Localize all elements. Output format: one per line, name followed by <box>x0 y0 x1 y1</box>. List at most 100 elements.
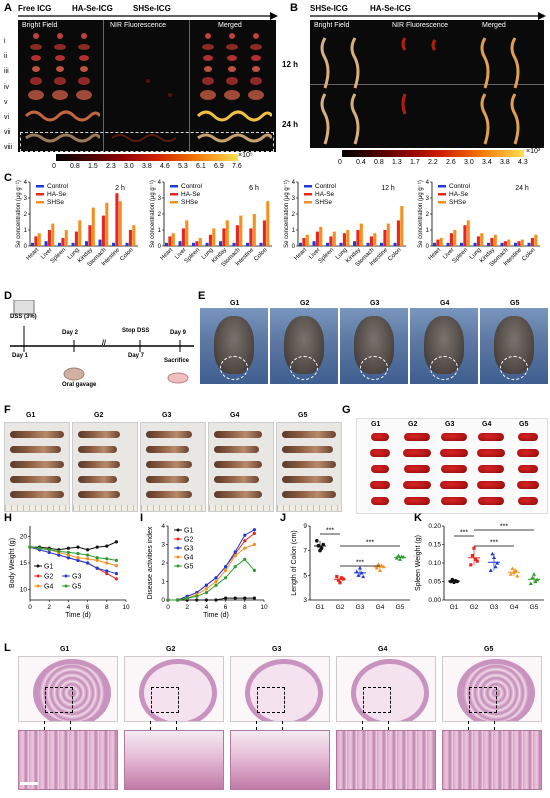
mouse-photo <box>200 308 268 384</box>
mouse-photo <box>340 308 408 384</box>
bar <box>466 220 470 246</box>
spleen-sample <box>371 465 389 473</box>
bar <box>232 242 236 246</box>
data-point <box>492 555 496 560</box>
lesion-highlight <box>290 356 318 380</box>
legend-label: HA-Se <box>47 191 67 198</box>
bar <box>125 242 129 246</box>
bar <box>235 225 239 246</box>
significance-label: *** <box>366 540 374 547</box>
bar <box>520 239 524 246</box>
ruler <box>141 505 205 511</box>
legend-label: G4 <box>44 584 53 591</box>
bar <box>78 220 82 246</box>
bar <box>530 238 534 246</box>
series-line <box>168 597 255 601</box>
x-tick-label: 2 <box>185 604 189 611</box>
zoom-box <box>45 687 73 713</box>
y-tick-label: 0 <box>161 597 165 604</box>
bar <box>222 228 226 246</box>
data-point <box>398 557 402 561</box>
data-point <box>315 539 319 543</box>
zoom-connector <box>362 721 364 730</box>
x-tick-label: Spleen <box>318 247 335 264</box>
colorbar-b-unit: ×10³ <box>526 148 541 155</box>
legend-label: SHSe <box>47 199 64 206</box>
bar <box>205 242 209 246</box>
bar <box>71 242 75 246</box>
data-point <box>316 543 321 548</box>
x-tick-label: G1 <box>316 604 325 611</box>
panel-label-b: B <box>290 2 298 14</box>
x-tick-label: Spleen <box>184 247 201 264</box>
bar <box>47 230 51 246</box>
x-tick-label: 10 <box>260 604 268 611</box>
colorbar-tick: 2.3 <box>106 163 116 170</box>
panel-e-mice: G1 G2 G3 G4 G5 <box>184 300 548 384</box>
spleen-sample <box>371 497 389 505</box>
colon-sample <box>214 461 262 468</box>
x-tick-label: Colon <box>253 247 268 262</box>
legend-swatch <box>304 193 312 196</box>
bar <box>64 230 68 246</box>
data-point <box>401 554 406 559</box>
sacrifice-label: Sacrifice <box>164 358 190 364</box>
bar <box>433 242 437 246</box>
colon-sample <box>214 491 262 498</box>
colorbar-tick: 7.6 <box>232 163 242 170</box>
group-label: G2 <box>94 412 104 419</box>
bar-chart-1: 0 1 2 3 4Se concentration (μg g⁻¹) 6 h Control… <box>150 180 272 268</box>
x-tick-label: Colon <box>387 247 402 262</box>
y-tick-label: 0.10 <box>428 560 441 567</box>
zoom-connector <box>176 721 178 730</box>
day2-label: Day 2 <box>62 330 79 336</box>
panel-label-j: J <box>280 512 287 524</box>
group-label: G5 <box>519 421 529 428</box>
group-label: G5 <box>484 646 494 653</box>
colorbar-tick: 6.9 <box>214 163 224 170</box>
data-point <box>495 561 500 565</box>
colon-sample <box>78 446 117 453</box>
legend-swatch <box>438 201 446 204</box>
x-axis-label: Time (d) <box>203 612 229 619</box>
bar <box>359 223 363 246</box>
data-point <box>470 554 474 558</box>
data-point <box>490 551 495 556</box>
x-tick-label: 8 <box>243 604 247 611</box>
ruler <box>5 505 69 511</box>
timeline-break: // <box>102 340 106 347</box>
spleen-sample <box>478 497 504 505</box>
group-label: G2 <box>166 646 176 653</box>
group-arrow <box>18 12 278 20</box>
x-tick-label: 0 <box>28 604 32 611</box>
legend-marker <box>176 555 180 559</box>
colon-sample <box>214 446 259 453</box>
colon-sample <box>282 476 333 483</box>
panel-label-e: E <box>198 290 206 302</box>
colon-photo <box>140 422 206 512</box>
x-tick-label: 0 <box>166 604 170 611</box>
bar <box>383 230 387 246</box>
lesion-highlight <box>360 356 388 380</box>
bar <box>115 193 119 246</box>
bar <box>91 207 95 246</box>
data-point <box>508 572 513 576</box>
panel-label-l: L <box>4 642 11 654</box>
bar <box>315 231 319 246</box>
bar <box>500 242 504 246</box>
series-line <box>168 558 255 601</box>
divider <box>103 20 104 152</box>
panel-label-i: I <box>140 512 144 524</box>
legend-label: SHSe <box>449 199 466 206</box>
legend-label: G2 <box>184 537 193 544</box>
bar-chart-3: 0 1 2 3 4Se concentration (μg g⁻¹) 24 h Contro… <box>418 180 540 268</box>
y-tick-label: 1 <box>158 228 162 234</box>
panel-g-spleens: G1 G2 G3 G4 G5 <box>356 418 548 514</box>
colon-sample <box>214 476 259 483</box>
colorbar-tick: 4.6 <box>160 163 170 170</box>
bar <box>356 230 360 246</box>
zoom-connector <box>388 721 390 730</box>
data-point <box>475 559 479 563</box>
row-label: viii <box>4 144 13 152</box>
x-tick-label: 10 <box>122 604 130 611</box>
